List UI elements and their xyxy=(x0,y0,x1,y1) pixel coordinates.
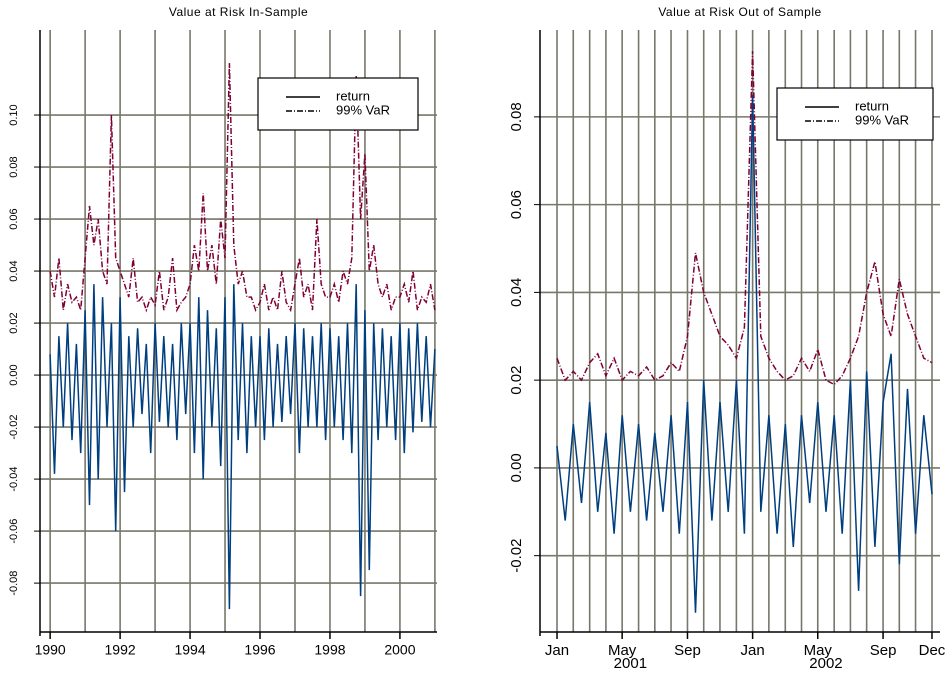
y-tick-label: 0.10 xyxy=(8,104,20,125)
series-line xyxy=(49,284,436,610)
series-line xyxy=(556,51,933,386)
y-tick-label: 0.04 xyxy=(508,278,525,307)
y-tick-label: 0.06 xyxy=(8,208,20,229)
legend-label: 99% VaR xyxy=(855,112,909,127)
y-tick-label: -0.04 xyxy=(8,467,20,492)
x-tick-label: 1990 xyxy=(35,642,66,658)
y-tick-label: -0.06 xyxy=(8,519,20,544)
series-line xyxy=(556,94,933,613)
x-tick-label: May xyxy=(608,642,637,659)
y-tick-label: 0.08 xyxy=(508,102,525,131)
x-tick-label: 1994 xyxy=(174,642,205,658)
y-tick-label: 0.00 xyxy=(508,453,525,482)
x-tick-label: Jan xyxy=(741,642,765,659)
y-tick-label: 0.04 xyxy=(8,260,20,281)
x-tick-label: 1996 xyxy=(244,642,275,658)
y-tick-label: -0.08 xyxy=(8,571,20,596)
series-line xyxy=(49,62,436,313)
legend-label: 99% VaR xyxy=(336,102,390,117)
y-tick-label: 0.08 xyxy=(8,156,20,177)
y-tick-label: 0.02 xyxy=(508,366,525,395)
y-tick-label: 0.00 xyxy=(8,364,20,385)
y-tick-label: -0.02 xyxy=(8,415,20,440)
y-tick-label: 0.02 xyxy=(8,312,20,333)
x-tick-label: 1998 xyxy=(314,642,345,658)
chart-title: Value at Risk In-Sample xyxy=(169,5,308,19)
legend-box xyxy=(257,77,419,131)
x-tick-label: 1992 xyxy=(105,642,136,658)
chart-title: Value at Risk Out of Sample xyxy=(658,5,821,19)
x-tick-label: May xyxy=(804,642,833,659)
x-tick-label: Sep xyxy=(870,642,897,659)
x-tick-label: Jan xyxy=(545,642,569,659)
y-tick-label: 0.06 xyxy=(508,190,525,219)
legend-label: return xyxy=(855,98,889,113)
legend-label: return xyxy=(336,88,370,103)
x-year-label: 2001 xyxy=(614,655,647,672)
x-tick-label: Dec xyxy=(919,642,946,659)
y-tick-label: -0.02 xyxy=(508,539,525,573)
x-tick-label: 2000 xyxy=(384,642,415,658)
legend-box xyxy=(776,87,934,141)
x-year-label: 2002 xyxy=(809,655,842,672)
x-tick-label: Sep xyxy=(674,642,701,659)
